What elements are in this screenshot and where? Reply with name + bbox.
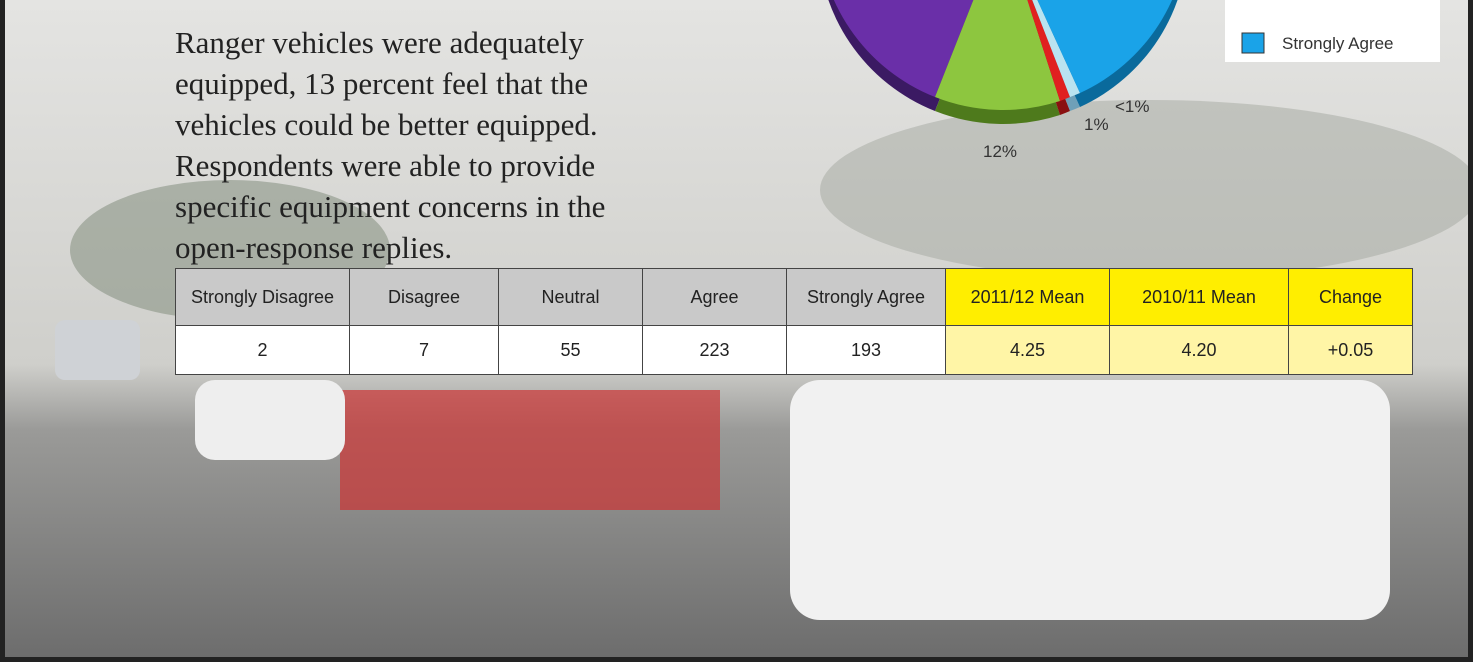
legend-swatch: [1241, 32, 1265, 54]
frame: [0, 0, 5, 662]
pie-label: 1%: [1084, 115, 1109, 134]
header-cell: Strongly Disagree: [175, 268, 350, 326]
table-cell: 7: [349, 325, 499, 375]
truck: [55, 320, 140, 380]
pie-label: <1%: [1115, 97, 1150, 116]
body-line: equipped, 13 percent feel that the: [175, 66, 589, 101]
header-cell: 2011/12 Mean: [945, 268, 1110, 326]
frame: [1468, 0, 1473, 662]
header-cell: Change: [1288, 268, 1413, 326]
body-line: Ranger vehicles were adequately: [175, 25, 584, 60]
legend-label: Strongly Agree: [1282, 34, 1394, 53]
results-table: Strongly Disagree Disagree Neutral Agree Str…: [175, 268, 1413, 375]
table-cell: 223: [642, 325, 787, 375]
frame: [0, 657, 1473, 662]
police-suv: [790, 380, 1390, 620]
pie-slice: [935, 0, 1060, 110]
table-cell: 4.20: [1109, 325, 1289, 375]
tow-truck: [340, 390, 720, 510]
header-cell: Disagree: [349, 268, 499, 326]
table-cell: 55: [498, 325, 643, 375]
table-row: Strongly Disagree Disagree Neutral Agree Str…: [175, 268, 1413, 326]
table-cell: 2: [175, 325, 350, 375]
car: [195, 380, 345, 460]
pie-slice: [833, 0, 974, 97]
table-cell: 4.25: [945, 325, 1110, 375]
pie-chart: [828, 0, 1178, 124]
header-cell: Neutral: [498, 268, 643, 326]
header-cell: 2010/11 Mean: [1109, 268, 1289, 326]
header-cell: Agree: [642, 268, 787, 326]
pie-label: 12%: [983, 142, 1017, 161]
body-line: Respondents were able to provide: [175, 148, 596, 183]
table-cell: +0.05: [1288, 325, 1413, 375]
table-row: 2 7 55 223 193 4.25 4.20 +0.05: [175, 325, 1413, 375]
pie-slice: [1037, 0, 1173, 93]
table-cell: 193: [786, 325, 946, 375]
body-line: specific equipment concerns in the: [175, 189, 606, 224]
pie-slice: [1032, 0, 1080, 97]
header-cell: Strongly Agree: [786, 268, 946, 326]
pie-slice: [1027, 0, 1070, 101]
trees: [820, 100, 1473, 280]
body-line: vehicles could be better equipped.: [175, 107, 598, 142]
body-line: open-response replies.: [175, 230, 453, 265]
